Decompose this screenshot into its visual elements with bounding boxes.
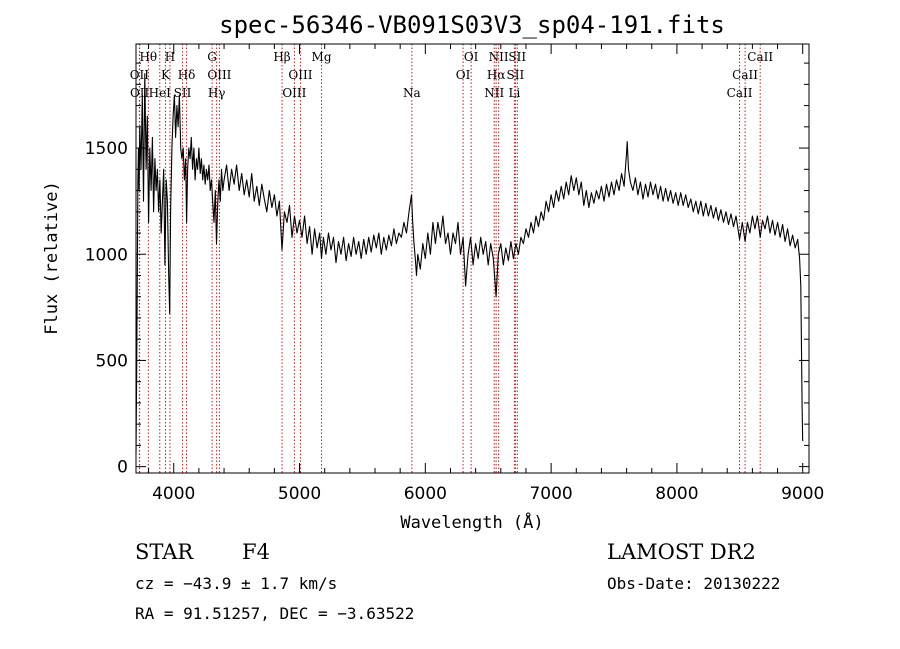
line-label-0: Hθ <box>139 50 157 64</box>
x-tick-label: 9000 <box>781 484 824 504</box>
x-tick-label: 5000 <box>278 484 321 504</box>
x-tick-label: 8000 <box>655 484 698 504</box>
y-tick-label: 500 <box>96 351 128 371</box>
spectrum-series <box>135 73 804 454</box>
line-label-14: OIII <box>282 86 306 100</box>
line-label-4: Hδ <box>178 68 196 82</box>
line-label-6: HeI <box>149 86 172 100</box>
line-label-22: NII <box>484 86 504 100</box>
line-label-10: Hγ <box>208 86 226 100</box>
chart-title: spec-56346-VB091S03V3_sp04-191.fits <box>219 11 725 39</box>
line-label-19: SII <box>508 50 526 64</box>
object-subclass: F4 <box>242 540 270 564</box>
y-axis-label: Flux (relative) <box>42 181 62 335</box>
line-label-25: CaII <box>732 68 758 82</box>
y-tick-label: 0 <box>117 458 128 478</box>
plot-frame <box>135 43 810 474</box>
line-label-7: SII <box>174 86 192 100</box>
line-label-15: Na <box>403 86 421 100</box>
observation-date: Obs-Date: 20130222 <box>607 574 780 593</box>
x-axis-label: Wavelength (Å) <box>400 511 543 533</box>
x-tick-label: 6000 <box>404 484 447 504</box>
line-label-16: OI <box>464 50 479 64</box>
x-tick-label: 7000 <box>529 484 572 504</box>
x-axis-ticks: 4000 5000 6000 7000 8000 9000 <box>148 44 824 504</box>
y-tick-label: 1500 <box>85 139 128 159</box>
line-label-24: CaII <box>747 50 773 64</box>
line-label-23: Li <box>508 86 520 100</box>
redshift-velocity: cz = −43.9 ± 1.7 km/s <box>135 574 337 593</box>
line-label-21: SII <box>507 68 525 82</box>
line-label-17: OI <box>456 68 471 82</box>
spectrum-line-0 <box>135 73 804 454</box>
spectral-line-markers <box>138 44 761 473</box>
line-label-3: K <box>161 68 171 82</box>
line-label-18: NII <box>489 50 509 64</box>
line-label-1: H <box>165 50 175 64</box>
line-label-8: G <box>207 50 217 64</box>
x-tick-label: 4000 <box>152 484 195 504</box>
line-label-13: OIII <box>288 68 312 82</box>
survey-name: LAMOST DR2 <box>607 540 756 564</box>
line-label-11: Hβ <box>273 50 290 64</box>
coordinates: RA = 91.51257, DEC = −3.63522 <box>135 604 414 623</box>
line-label-12: Mg <box>312 50 332 64</box>
line-label-26: CaII <box>727 86 753 100</box>
line-label-2: OII <box>130 68 150 82</box>
object-class: STAR <box>135 540 194 564</box>
line-label-9: OIII <box>207 68 231 82</box>
y-axis-ticks: 0 500 1000 1500 <box>85 62 809 478</box>
line-label-5: OII <box>130 86 150 100</box>
line-label-20: Hα <box>487 68 506 82</box>
y-tick-label: 1000 <box>85 245 128 265</box>
